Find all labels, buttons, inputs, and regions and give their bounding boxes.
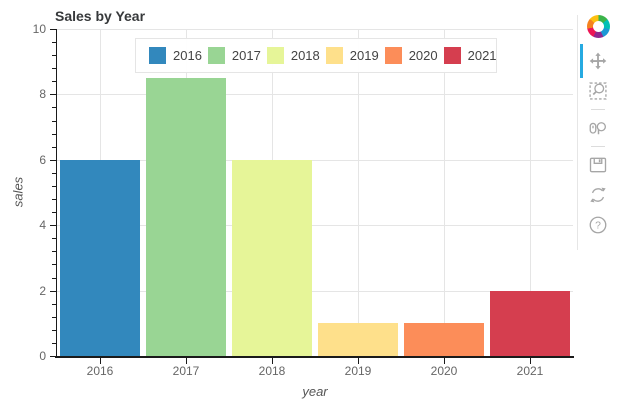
bar-2020	[404, 323, 484, 356]
legend-swatch-icon	[149, 47, 166, 64]
y-minor-tick	[52, 81, 56, 82]
plot-canvas[interactable]	[57, 29, 573, 356]
y-minor-tick	[52, 330, 56, 331]
x-axis-line	[55, 356, 574, 358]
legend-item-2016: 2016	[149, 47, 202, 64]
y-minor-tick	[52, 278, 56, 279]
y-tick-label: 4	[39, 218, 46, 232]
x-tick-label: 2018	[258, 364, 286, 378]
legend-swatch-icon	[443, 47, 461, 64]
y-minor-tick	[52, 199, 56, 200]
bar-2017	[146, 78, 226, 356]
legend-item-2019: 2019	[325, 47, 379, 64]
legend-label: 2017	[231, 48, 261, 63]
y-minor-tick	[52, 55, 56, 56]
y-minor-tick	[52, 186, 56, 187]
y-minor-tick	[52, 121, 56, 122]
legend-label: 2021	[467, 48, 497, 63]
y-minor-tick	[52, 304, 56, 305]
x-major-tick	[530, 358, 531, 364]
y-major-tick	[50, 225, 56, 226]
bokeh-logo-icon[interactable]	[586, 15, 610, 38]
x-tick-label: 2017	[172, 364, 200, 378]
x-major-tick	[100, 358, 101, 364]
legend-item-2017: 2017	[207, 47, 261, 64]
toolbar-separator	[591, 109, 605, 110]
y-minor-tick	[52, 264, 56, 265]
gridline-vertical	[358, 29, 359, 356]
gridline-horizontal	[57, 94, 573, 96]
gridline-vertical	[530, 29, 531, 356]
y-minor-tick	[52, 42, 56, 43]
save-tool-button[interactable]	[583, 150, 613, 180]
box-zoom-tool-button[interactable]	[583, 76, 613, 106]
legend-item-2021: 2021	[443, 47, 497, 64]
x-major-tick	[186, 358, 187, 364]
y-axis-line	[56, 29, 57, 356]
y-major-tick	[50, 29, 56, 30]
x-tick-label: 2020	[430, 364, 458, 378]
y-major-tick	[50, 160, 56, 161]
gridline-vertical	[444, 29, 445, 356]
y-minor-tick	[52, 68, 56, 69]
pan-tool-button[interactable]	[580, 44, 613, 78]
x-major-tick	[444, 358, 445, 364]
legend-swatch-icon	[325, 47, 343, 64]
y-tick-label: 10	[32, 22, 46, 36]
active-tool-indicator	[580, 44, 583, 78]
gridline-horizontal	[57, 29, 573, 30]
legend-swatch-icon	[266, 47, 284, 64]
y-minor-tick	[52, 317, 56, 318]
y-tick-label: 2	[39, 284, 46, 298]
legend-label: 2020	[408, 48, 438, 63]
y-minor-tick	[52, 212, 56, 213]
legend-swatch-icon	[207, 47, 225, 64]
bar-2021	[490, 291, 570, 356]
chart-title: Sales by Year	[55, 8, 146, 24]
y-minor-tick	[52, 238, 56, 239]
y-minor-tick	[52, 343, 56, 344]
toolbar-divider	[577, 15, 578, 250]
legend-label: 2019	[349, 48, 379, 63]
y-tick-label: 8	[39, 87, 46, 101]
help-tool-button[interactable]: ?	[583, 210, 613, 240]
y-tick-label: 0	[39, 349, 46, 363]
gridline-horizontal	[57, 290, 573, 292]
y-minor-tick	[52, 147, 56, 148]
toolbar-separator	[591, 146, 605, 147]
svg-text:?: ?	[595, 221, 601, 232]
y-tick-label: 6	[39, 153, 46, 167]
x-tick-label: 2016	[86, 364, 114, 378]
y-minor-tick	[52, 107, 56, 108]
bar-2019	[318, 323, 398, 356]
gridline-horizontal	[57, 159, 573, 161]
legend-item-2020: 2020	[384, 47, 438, 64]
x-tick-label: 2019	[344, 364, 372, 378]
x-axis-label: year	[302, 384, 328, 399]
x-major-tick	[272, 358, 273, 364]
bar-2018	[232, 160, 312, 356]
y-major-tick	[50, 94, 56, 95]
legend-item-2018: 2018	[266, 47, 320, 64]
legend-swatch-icon	[384, 47, 402, 64]
y-major-tick	[50, 356, 56, 357]
wheel-zoom-tool-button[interactable]	[583, 113, 613, 143]
legend-label: 2018	[290, 48, 320, 63]
y-axis-label: sales	[10, 176, 26, 208]
gridline-horizontal	[57, 225, 573, 227]
y-minor-tick	[52, 134, 56, 135]
legend: 2016 2017 2018 2019 2020 2021	[135, 38, 497, 73]
toolbar: ?	[580, 12, 616, 240]
x-major-tick	[358, 358, 359, 364]
y-major-tick	[50, 291, 56, 292]
reset-tool-button[interactable]	[583, 180, 613, 210]
bar-2016	[60, 160, 140, 356]
x-tick-label: 2021	[516, 364, 544, 378]
y-minor-tick	[52, 173, 56, 174]
legend-label: 2016	[173, 48, 202, 63]
y-minor-tick	[52, 251, 56, 252]
